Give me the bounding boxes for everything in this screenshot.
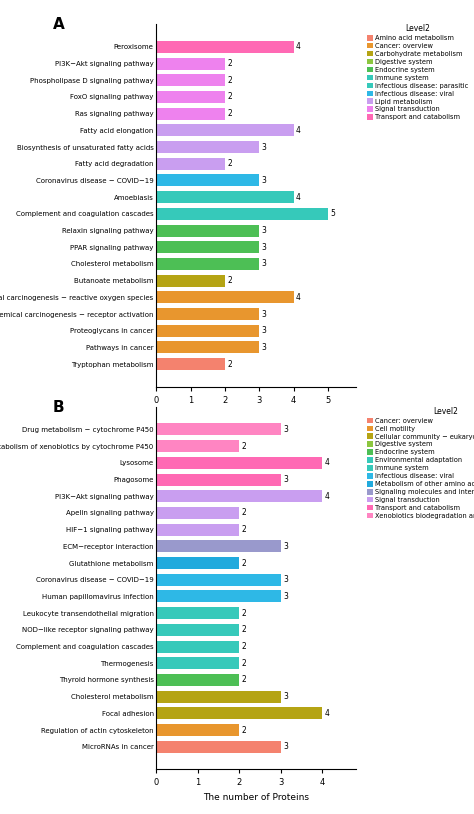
Text: 2: 2 xyxy=(227,76,232,85)
Text: 2: 2 xyxy=(242,442,246,451)
Bar xyxy=(156,91,225,103)
X-axis label: The number of Proteins: The number of Proteins xyxy=(203,410,309,419)
Bar xyxy=(156,674,239,686)
Text: 3: 3 xyxy=(262,326,266,335)
Text: 2: 2 xyxy=(227,93,232,102)
Bar xyxy=(156,507,239,519)
Text: 3: 3 xyxy=(262,309,266,318)
Bar xyxy=(156,607,239,619)
Bar xyxy=(156,158,225,170)
Text: 2: 2 xyxy=(242,625,246,634)
Bar xyxy=(156,291,294,304)
Text: 4: 4 xyxy=(325,492,330,501)
Bar xyxy=(156,258,259,270)
Text: 4: 4 xyxy=(325,458,330,467)
Bar xyxy=(156,557,239,569)
Text: 2: 2 xyxy=(242,609,246,618)
Text: 2: 2 xyxy=(242,525,246,534)
Bar xyxy=(156,208,328,220)
Bar xyxy=(156,440,239,453)
Text: 3: 3 xyxy=(262,243,266,252)
Text: 3: 3 xyxy=(262,176,266,185)
Legend: Amino acid metabolism, Cancer: overview, Carbohydrate metabolism, Digestive syst: Amino acid metabolism, Cancer: overview,… xyxy=(367,24,469,120)
Bar xyxy=(156,225,259,237)
Text: 3: 3 xyxy=(283,425,288,434)
Text: 2: 2 xyxy=(227,160,232,168)
Bar xyxy=(156,341,259,353)
Bar xyxy=(156,125,294,137)
X-axis label: The number of Proteins: The number of Proteins xyxy=(203,793,309,802)
Text: B: B xyxy=(53,400,64,415)
Text: 4: 4 xyxy=(296,193,301,202)
Bar xyxy=(156,191,294,204)
Text: 3: 3 xyxy=(283,475,288,484)
Bar xyxy=(156,523,239,536)
Bar xyxy=(156,624,239,636)
Bar xyxy=(156,574,281,586)
Bar xyxy=(156,174,259,186)
Text: 3: 3 xyxy=(283,692,288,701)
Text: 5: 5 xyxy=(330,209,335,218)
Bar xyxy=(156,58,225,70)
Bar xyxy=(156,724,239,736)
Bar xyxy=(156,707,322,720)
Text: 4: 4 xyxy=(325,709,330,718)
Bar xyxy=(156,474,281,486)
Text: A: A xyxy=(53,17,64,33)
Bar xyxy=(156,141,259,153)
Text: 2: 2 xyxy=(242,659,246,667)
Text: 4: 4 xyxy=(296,42,301,51)
Bar xyxy=(156,107,225,120)
Text: 2: 2 xyxy=(242,676,246,685)
Text: 3: 3 xyxy=(283,575,288,584)
Text: 3: 3 xyxy=(262,142,266,151)
Bar xyxy=(156,74,225,86)
Text: 2: 2 xyxy=(227,109,232,118)
Text: 3: 3 xyxy=(262,226,266,235)
Text: 2: 2 xyxy=(242,558,246,567)
Text: 3: 3 xyxy=(262,343,266,352)
Text: 2: 2 xyxy=(242,642,246,651)
Legend: Cancer: overview, Cell motility, Cellular community − eukaryotes, Digestive syst: Cancer: overview, Cell motility, Cellula… xyxy=(367,407,474,519)
Bar xyxy=(156,41,294,53)
Text: 2: 2 xyxy=(242,509,246,518)
Bar xyxy=(156,423,281,435)
Bar xyxy=(156,641,239,653)
Text: 4: 4 xyxy=(296,126,301,135)
Text: 3: 3 xyxy=(283,592,288,601)
Bar xyxy=(156,358,225,370)
Text: 3: 3 xyxy=(283,542,288,551)
Bar xyxy=(156,741,281,753)
Bar xyxy=(156,540,281,553)
Bar xyxy=(156,657,239,669)
Bar xyxy=(156,274,225,287)
Bar xyxy=(156,690,281,702)
Text: 2: 2 xyxy=(227,59,232,68)
Bar xyxy=(156,590,281,602)
Bar xyxy=(156,325,259,337)
Text: 2: 2 xyxy=(242,725,246,734)
Bar xyxy=(156,308,259,320)
Text: 2: 2 xyxy=(227,360,232,369)
Text: 2: 2 xyxy=(227,276,232,285)
Bar xyxy=(156,490,322,502)
Text: 3: 3 xyxy=(262,260,266,269)
Bar xyxy=(156,241,259,253)
Bar xyxy=(156,457,322,469)
Text: 4: 4 xyxy=(296,293,301,302)
Text: 3: 3 xyxy=(283,742,288,751)
